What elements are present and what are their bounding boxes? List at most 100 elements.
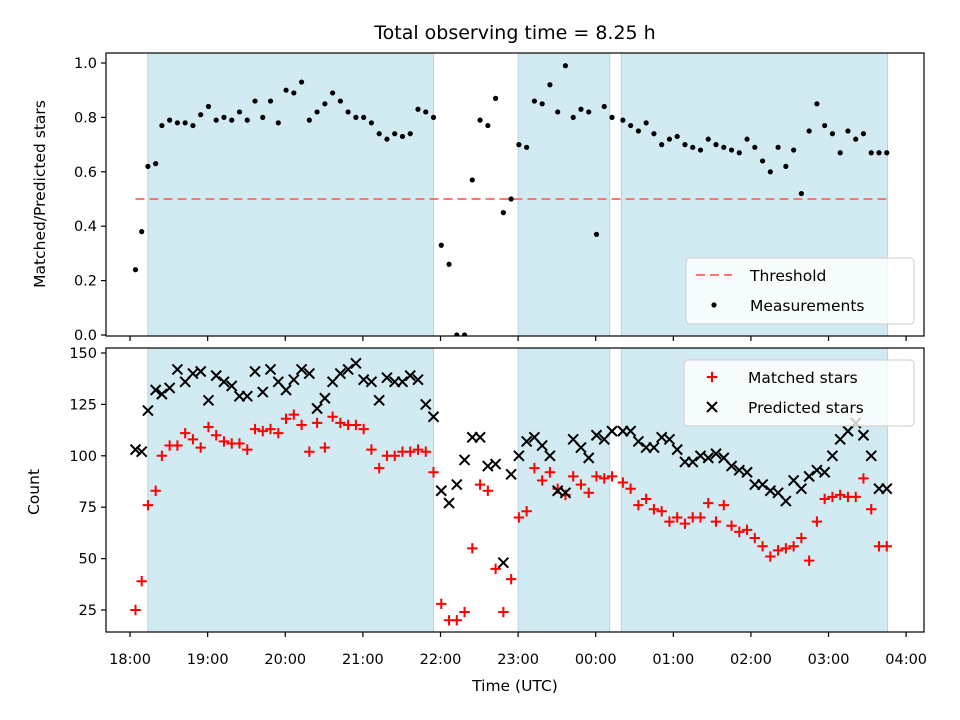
predicted-star-point (311, 402, 323, 415)
measurement-point (430, 114, 437, 120)
measurement-point (213, 117, 219, 123)
predicted-star-point (706, 401, 718, 413)
matched-star-point (741, 524, 753, 536)
predicted-star-point (171, 363, 184, 376)
measurement-point (775, 144, 781, 150)
top-panel-ratio: 0.0 0.2 0.4 0.6 0.8 1.0 Threshold Measurements (74, 52, 925, 344)
measurement-point (267, 98, 274, 104)
y-tick-label: 50 (79, 552, 97, 568)
predicted-star-point (142, 404, 154, 417)
measurement-point (570, 114, 576, 120)
legend-label: Predicted stars (748, 399, 864, 417)
matched-star-point (710, 516, 722, 527)
matched-star-point (568, 471, 579, 482)
matched-star-point (265, 423, 276, 435)
measurement-point (384, 136, 390, 142)
y-tick-label: 0.2 (74, 274, 97, 290)
measurement-point (783, 163, 789, 169)
measurement-point (845, 128, 851, 134)
matched-star-point (156, 450, 168, 461)
predicted-star-point (513, 450, 525, 462)
matched-star-point (327, 411, 338, 422)
measurement-point (423, 109, 429, 115)
matched-star-point (366, 444, 377, 455)
measurement-point (643, 120, 649, 126)
predicted-star-point (342, 363, 354, 376)
y-tick-label: 75 (79, 500, 97, 516)
matched-star-point (335, 417, 346, 429)
predicted-star-point (303, 367, 316, 380)
measurement-point (516, 142, 522, 148)
matched-star-point (858, 473, 869, 484)
predicted-star-point (575, 441, 587, 454)
legend-label: Measurements (750, 297, 865, 315)
x-tick-label: 01:00 (652, 652, 694, 668)
matched-star-point (529, 462, 540, 474)
matched-star-point (827, 491, 838, 503)
measurement-point (283, 87, 289, 93)
matched-star-point (405, 446, 416, 457)
predicted-star-point (350, 357, 362, 369)
y-tick-label: 150 (69, 346, 97, 362)
measurement-point (674, 133, 680, 140)
measurement-point (721, 144, 727, 150)
matched-star-point (640, 493, 652, 505)
matched-star-point (819, 493, 830, 505)
measurement-point (578, 106, 584, 112)
matched-star-point (521, 506, 532, 517)
matched-star-point (490, 563, 501, 575)
predicted-star-point (583, 452, 595, 464)
matched-star-point (288, 409, 300, 420)
measurement-point (711, 302, 717, 308)
matched-star-point (136, 576, 147, 587)
x-tick-label: 03:00 (808, 652, 850, 668)
matched-star-point (617, 477, 629, 488)
predicted-star-point (505, 468, 517, 481)
bottom-panel-counts: 25 50 75 100 125 150 18:00 19:00 20:00 21:00 22:00… (69, 346, 927, 668)
y-tick-label: 1.0 (74, 56, 97, 72)
measurement-point (555, 109, 561, 115)
predicted-star-point (226, 380, 238, 392)
matched-star-point (706, 371, 718, 383)
matched-star-point (544, 467, 556, 478)
legend: Matched stars Predicted stars (683, 359, 915, 427)
y-tick-label: 0.4 (74, 219, 97, 235)
measurement-point (236, 109, 243, 115)
predicted-star-point (381, 371, 393, 384)
axes-frame (105, 52, 925, 337)
measurement-point (361, 114, 367, 120)
measurement-point (876, 150, 882, 156)
predicted-star-point (489, 458, 502, 470)
matched-star-point (451, 615, 462, 626)
measurement-point (759, 158, 766, 164)
predicted-star-point (544, 450, 556, 462)
measurement-point (508, 196, 514, 202)
measurement-point (659, 142, 665, 148)
measurement-point (198, 112, 204, 118)
x-tick-label: 02:00 (730, 652, 772, 668)
matched-star-point (788, 541, 799, 552)
measurement-point (531, 98, 538, 104)
matched-star-point (726, 520, 737, 531)
measurement-point (182, 120, 188, 126)
predicted-star-point (795, 482, 808, 495)
matched-star-point (459, 606, 470, 618)
predicted-star-point (194, 365, 207, 378)
matched-star-point (187, 434, 199, 445)
x-tick-label: 20:00 (264, 652, 306, 668)
predicted-star-point (218, 376, 230, 388)
measurement-point (609, 114, 615, 120)
legend-box (683, 359, 915, 427)
matched-star-point (633, 499, 644, 511)
y-tick-label: 0.8 (74, 110, 97, 126)
predicted-star-point (210, 369, 222, 382)
matched-star-point (803, 555, 815, 566)
matched-star-point (257, 425, 268, 437)
matched-star-point (648, 504, 660, 515)
predicted-star-point (881, 482, 893, 495)
matched-star-point (179, 427, 191, 439)
predicted-star-point (156, 388, 168, 400)
y-tick-label: 100 (69, 449, 97, 465)
matched-star-point (749, 532, 761, 544)
matched-star-point (718, 499, 729, 511)
